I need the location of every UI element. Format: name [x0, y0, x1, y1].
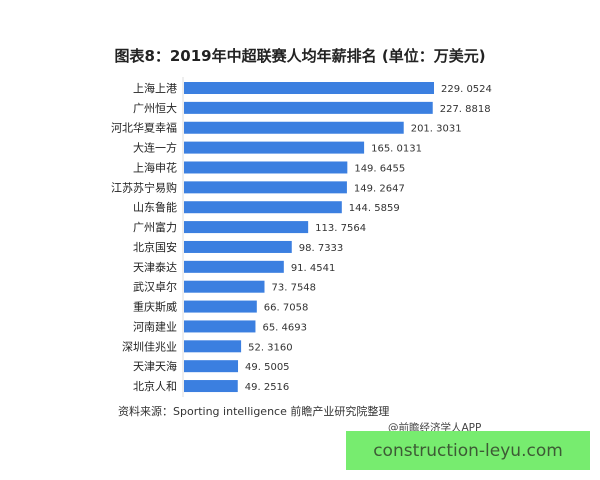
watermark-banner: construction-leyu.com	[346, 431, 590, 470]
bar	[184, 121, 404, 134]
bar	[184, 221, 309, 234]
bar	[184, 360, 239, 373]
value-label: 229. 0524	[441, 84, 492, 95]
bar	[184, 260, 284, 273]
value-label: 49. 2516	[245, 382, 290, 393]
value-label: 113. 7564	[315, 223, 366, 234]
value-label: 201. 3031	[411, 124, 462, 135]
bar	[184, 161, 348, 174]
category-label: 河南建业	[133, 319, 177, 333]
category-label: 天津泰达	[133, 260, 177, 274]
value-label: 227. 8818	[440, 104, 491, 115]
bar	[184, 280, 265, 293]
category-label: 上海上港	[133, 81, 177, 95]
category-label: 重庆斯威	[133, 300, 177, 314]
value-label: 98. 7333	[299, 243, 344, 254]
bar	[184, 181, 347, 194]
bar	[184, 340, 242, 353]
category-label: 武汉卓尔	[133, 281, 177, 294]
category-label: 天津天海	[133, 359, 177, 373]
value-label: 66. 7058	[264, 303, 309, 314]
bar	[184, 141, 365, 154]
category-label: 广州恒大	[133, 101, 177, 115]
value-label: 65. 4693	[262, 322, 307, 333]
category-label: 北京人和	[133, 379, 177, 393]
bar	[184, 320, 256, 333]
chart-title: 图表8：2019年中超联赛人均年薪排名 (单位：万美元)	[114, 47, 486, 65]
bar	[184, 380, 238, 393]
category-label: 山东鲁能	[133, 200, 177, 214]
bar	[184, 300, 257, 313]
value-label: 149. 2647	[354, 183, 405, 194]
bar	[184, 82, 435, 94]
value-label: 91. 4541	[291, 263, 336, 274]
category-label: 河北华夏幸福	[111, 121, 177, 135]
bar	[184, 201, 342, 214]
source-note: 资料来源：Sporting intelligence 前瞻产业研究院整理	[118, 405, 390, 418]
category-label: 江苏苏宁易购	[111, 180, 177, 194]
value-label: 73. 7548	[272, 283, 317, 294]
value-label: 149. 6455	[354, 163, 405, 174]
value-label: 49. 5005	[245, 362, 290, 373]
category-label: 上海申花	[133, 160, 177, 174]
category-label: 深圳佳兆业	[122, 339, 177, 353]
category-label: 大连一方	[133, 141, 177, 155]
value-label: 165. 0131	[371, 144, 422, 155]
bar-chart: 上海上港 229. 0524 广州恒大 227. 8818 河北华夏幸福 201. 303…	[111, 77, 492, 398]
value-label: 52. 3160	[248, 342, 293, 353]
value-label: 144. 5859	[349, 203, 400, 214]
category-label: 广州富力	[133, 220, 177, 234]
bar	[184, 240, 292, 253]
category-label: 北京国安	[133, 240, 177, 254]
bar	[184, 101, 433, 114]
